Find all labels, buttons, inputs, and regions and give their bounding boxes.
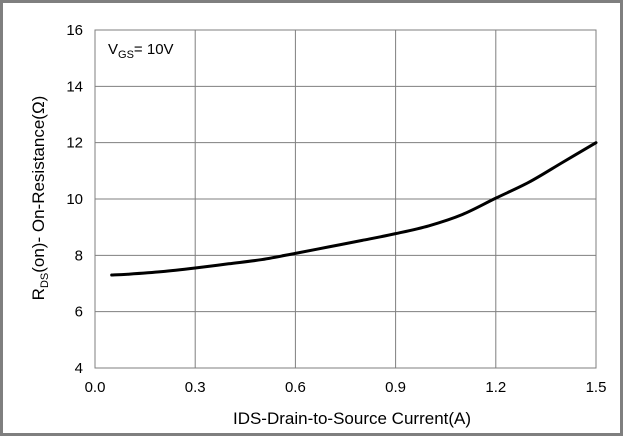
x-tick-label: 0.9: [385, 379, 406, 396]
grid: [94, 29, 597, 369]
y-tick-labels: 4 6 8 10 12 14 16: [66, 22, 83, 377]
y-tick-label: 12: [66, 135, 83, 152]
x-tick-labels: 0.0 0.3 0.6 0.9 1.2 1.5: [85, 379, 607, 396]
x-tick-label: 1.2: [485, 379, 506, 396]
x-tick-label: 0.3: [185, 379, 206, 396]
y-axis-title: RDS(on)- On-Resistance(Ω): [29, 96, 51, 301]
y-tick-label: 4: [75, 360, 83, 377]
x-tick-label: 0.6: [285, 379, 306, 396]
x-axis-title: IDS-Drain-to-Source Current(A): [233, 409, 471, 428]
x-tick-label: 0.0: [85, 379, 106, 396]
plot-area-border: [94, 29, 597, 369]
series-line: [110, 141, 598, 277]
vgs-annotation: VGS= 10V: [108, 41, 174, 61]
y-tick-label: 16: [66, 22, 83, 39]
y-tick-label: 10: [66, 191, 83, 208]
y-tick-label: 6: [75, 304, 83, 321]
y-tick-label: 14: [66, 78, 83, 95]
y-tick-label: 8: [75, 247, 83, 264]
x-tick-label: 1.5: [586, 379, 607, 396]
